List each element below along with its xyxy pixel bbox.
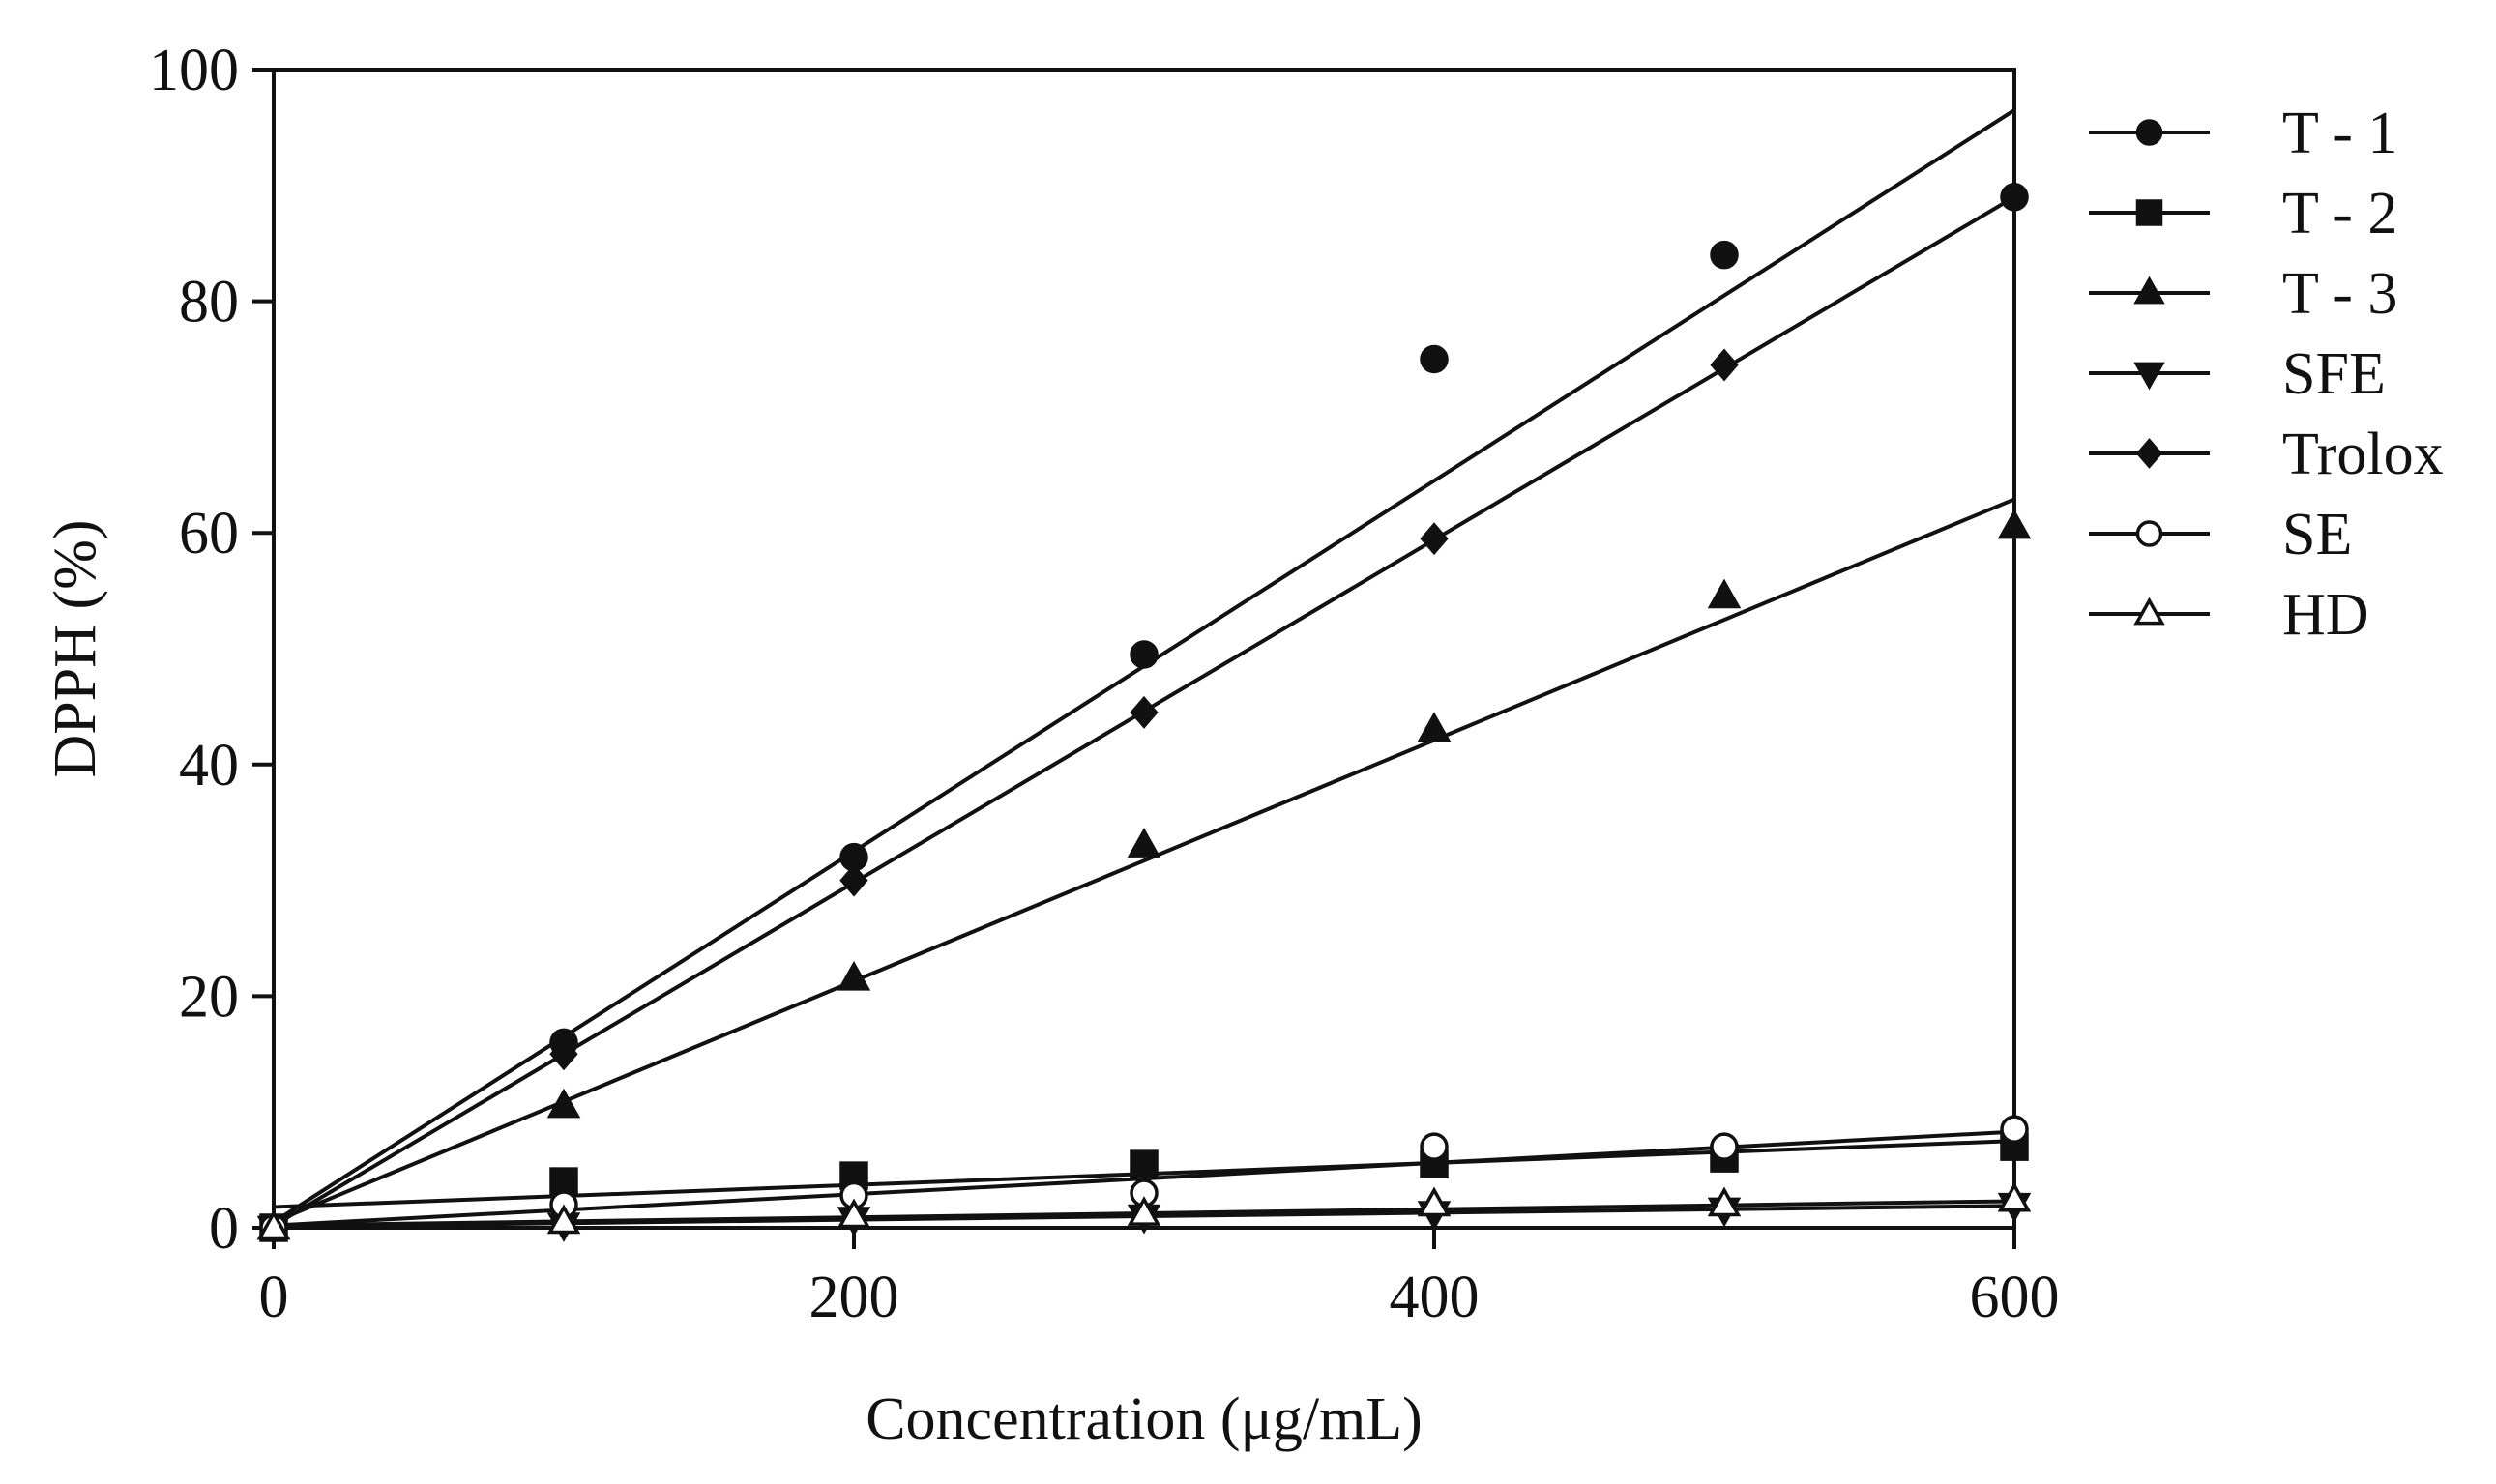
legend-label: T - 2 — [2282, 181, 2397, 247]
legend-label: SE — [2282, 502, 2352, 567]
y-tick-label: 40 — [179, 733, 239, 799]
point-t-3 — [837, 960, 871, 991]
y-tick-label: 20 — [179, 964, 239, 1030]
legend-item-t-2: T - 2 — [2089, 181, 2397, 247]
point-trolox — [1130, 695, 1159, 729]
point-trolox — [839, 863, 868, 897]
legend-item-se: SE — [2089, 502, 2352, 567]
legend-label: HD — [2282, 582, 2369, 648]
legend-marker — [2135, 199, 2163, 226]
legend-label: T - 1 — [2282, 101, 2397, 166]
point-hd — [1997, 1181, 2032, 1212]
legend-marker — [2133, 276, 2165, 305]
x-axis-title: Concentration (μg/mL) — [866, 1386, 1423, 1452]
point-t-3 — [546, 1088, 581, 1119]
series-t-3 — [256, 509, 2032, 1240]
legend-item-t-3: T - 3 — [2089, 261, 2397, 327]
data-markers — [256, 180, 2032, 1246]
point-t-1 — [1710, 240, 1739, 270]
y-tick-label: 80 — [179, 270, 239, 335]
point-hd — [837, 1198, 871, 1229]
point-hd — [546, 1204, 581, 1235]
x-tick-label: 400 — [1390, 1265, 1480, 1330]
series-trolox — [259, 180, 2029, 1244]
point-t-3 — [1707, 578, 1742, 609]
point-hd — [1417, 1186, 1452, 1217]
point-hd — [1707, 1186, 1742, 1217]
legend: T - 1 T - 2 T - 3 SFE Trolox SE HD — [2089, 101, 2444, 648]
point-se — [1420, 1132, 1449, 1161]
point-t-3 — [1127, 828, 1161, 858]
legend-label: SFE — [2282, 341, 2386, 407]
point-t-3 — [1997, 509, 2032, 539]
x-axis-ticks: 0 200 400 600 — [259, 1228, 2060, 1330]
point-se — [1710, 1132, 1739, 1161]
x-tick-label: 0 — [259, 1265, 289, 1330]
fit-line-t-3 — [273, 497, 2015, 1224]
point-t-1 — [1130, 640, 1159, 669]
point-se — [2000, 1115, 2029, 1144]
legend-marker — [2135, 438, 2163, 469]
y-tick-label: 100 — [149, 38, 239, 103]
legend-item-t-1: T - 1 — [2089, 101, 2397, 166]
point-trolox — [1710, 348, 1739, 382]
point-trolox — [549, 1037, 578, 1071]
x-tick-label: 600 — [1970, 1265, 2060, 1330]
y-axis-title: DPPH (%) — [43, 520, 108, 778]
point-trolox — [1420, 522, 1449, 556]
legend-item-trolox: Trolox — [2089, 422, 2444, 487]
legend-item-hd: HD — [2089, 582, 2369, 648]
legend-label: Trolox — [2282, 422, 2444, 487]
point-hd — [1127, 1196, 1161, 1226]
legend-marker — [2135, 119, 2163, 146]
legend-label: T - 3 — [2282, 261, 2397, 327]
point-t-2 — [549, 1167, 578, 1196]
point-t-2 — [1130, 1149, 1159, 1178]
series-hd — [256, 1181, 2032, 1240]
point-trolox — [2000, 180, 2029, 214]
point-t-3 — [1417, 712, 1452, 742]
y-tick-label: 60 — [179, 501, 239, 567]
legend-item-sfe: SFE — [2089, 341, 2386, 407]
point-hd — [256, 1209, 291, 1240]
legend-marker — [2135, 520, 2163, 547]
legend-marker — [2133, 362, 2165, 391]
y-axis-ticks: 0 20 40 60 80 100 — [149, 38, 274, 1262]
x-tick-label: 200 — [809, 1265, 899, 1330]
legend-marker — [2133, 597, 2165, 626]
point-t-1 — [1420, 344, 1449, 374]
y-tick-label: 0 — [209, 1196, 239, 1262]
